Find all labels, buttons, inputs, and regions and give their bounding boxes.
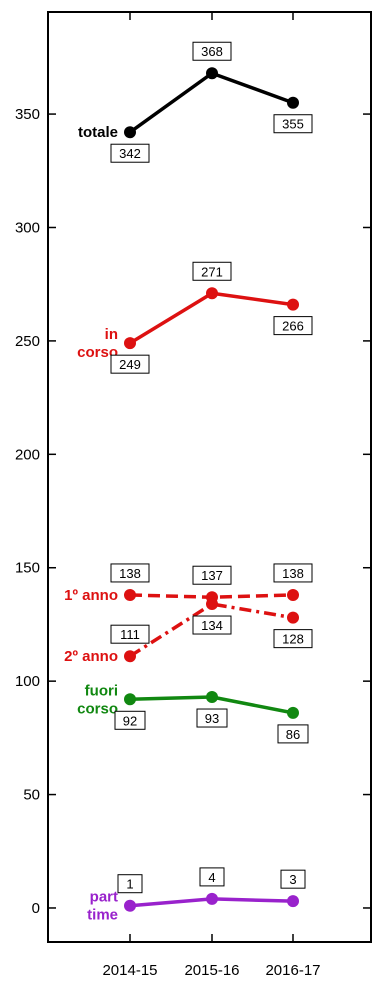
value-label-text: 111 xyxy=(120,627,140,642)
value-label-box xyxy=(192,615,232,635)
y-tick-label: 0 xyxy=(32,900,40,917)
value-label: 134 xyxy=(192,615,232,635)
data-point xyxy=(206,287,218,300)
value-label-box xyxy=(277,724,309,744)
data-point xyxy=(124,693,136,706)
series-line xyxy=(129,291,294,345)
x-tick-label: 2015-16 xyxy=(184,962,239,979)
value-label: 4 xyxy=(199,867,225,887)
value-label-box xyxy=(273,563,313,583)
value-label: 92 xyxy=(114,710,146,730)
value-label-text: 342 xyxy=(119,146,141,161)
value-label-text: 3 xyxy=(289,872,296,887)
value-label: 266 xyxy=(273,316,313,336)
data-point xyxy=(287,895,299,908)
value-label-box xyxy=(192,41,232,61)
value-label: 271 xyxy=(192,261,232,281)
value-label-text: 86 xyxy=(286,727,300,742)
value-label-box xyxy=(117,874,143,894)
series-name-label: fuori xyxy=(85,682,118,699)
y-tick-label: 150 xyxy=(15,560,40,577)
y-tick-label: 300 xyxy=(15,219,40,236)
value-label-text: 271 xyxy=(201,264,223,279)
value-label-text: 355 xyxy=(282,117,304,132)
value-label: 93 xyxy=(196,708,228,728)
value-label-box xyxy=(110,624,150,644)
value-label-text: 1 xyxy=(126,877,133,892)
data-point xyxy=(124,588,136,601)
data-point xyxy=(206,691,218,704)
value-label: 128 xyxy=(273,629,313,649)
data-point xyxy=(287,706,299,719)
value-label-text: 249 xyxy=(119,357,141,372)
value-label-box xyxy=(273,316,313,336)
axes: 0 50 100 150 200 250 300 350 2014-15 2015-16 2016-… xyxy=(15,12,371,979)
y-tick-label: 100 xyxy=(15,673,40,690)
value-label-text: 266 xyxy=(282,319,304,334)
value-label-text: 93 xyxy=(205,711,219,726)
data-point xyxy=(287,588,299,601)
value-label-box xyxy=(192,261,232,281)
value-label: 138 xyxy=(110,563,150,583)
value-label: 249 xyxy=(110,354,150,374)
value-label-text: 138 xyxy=(282,566,304,581)
value-label-box xyxy=(273,114,313,134)
series-name-label: corso xyxy=(77,344,118,361)
value-label-text: 92 xyxy=(123,713,137,728)
data-point xyxy=(124,126,136,139)
data-point xyxy=(124,650,136,663)
series-line xyxy=(128,71,294,134)
x-tick-label: 2014-15 xyxy=(102,962,157,979)
series-name-label: in xyxy=(105,326,118,343)
value-label: 368 xyxy=(192,41,232,61)
value-label: 342 xyxy=(110,143,150,163)
value-label: 137 xyxy=(192,565,232,585)
value-label-box xyxy=(273,629,313,649)
y-tick-label: 50 xyxy=(23,787,40,804)
series-line xyxy=(129,602,294,658)
value-label: 86 xyxy=(277,724,309,744)
value-label-box xyxy=(110,354,150,374)
series-name-label: totale xyxy=(78,124,118,141)
series-name-label: 2º anno xyxy=(64,648,118,665)
data-point xyxy=(206,598,218,611)
value-label-text: 368 xyxy=(201,44,223,59)
value-label-text: 134 xyxy=(201,618,223,633)
data-point xyxy=(124,337,136,350)
plot-frame xyxy=(47,11,372,943)
value-label-box xyxy=(196,708,228,728)
value-label-box xyxy=(110,563,150,583)
value-label-box xyxy=(280,869,306,889)
data-point xyxy=(124,899,136,912)
data-point xyxy=(287,96,299,109)
value-label-box xyxy=(199,867,225,887)
series-name-label: part xyxy=(90,889,118,906)
value-label-text: 138 xyxy=(119,566,141,581)
data-point xyxy=(287,611,299,624)
value-label: 138 xyxy=(273,563,313,583)
data-point xyxy=(206,67,218,80)
value-label: 3 xyxy=(280,869,306,889)
value-label: 111 xyxy=(110,624,150,644)
series-name-label: time xyxy=(87,907,118,924)
value-label-text: 128 xyxy=(282,632,304,647)
data-point xyxy=(287,298,299,311)
value-label-text: 4 xyxy=(208,870,215,885)
value-label: 1 xyxy=(117,874,143,894)
x-tick-label: 2016-17 xyxy=(265,962,320,979)
value-label-box xyxy=(192,565,232,585)
value-label: 355 xyxy=(273,114,313,134)
value-label-text: 137 xyxy=(201,568,223,583)
series-name-label: 1º anno xyxy=(64,587,118,604)
series-name-label: corso xyxy=(77,700,118,717)
data-point xyxy=(206,892,218,905)
y-tick-label: 350 xyxy=(15,106,40,123)
y-tick-label: 200 xyxy=(15,446,40,463)
y-tick-label: 250 xyxy=(15,333,40,350)
series-layer xyxy=(124,67,299,912)
value-label-box xyxy=(114,710,146,730)
value-label-box xyxy=(110,143,150,163)
